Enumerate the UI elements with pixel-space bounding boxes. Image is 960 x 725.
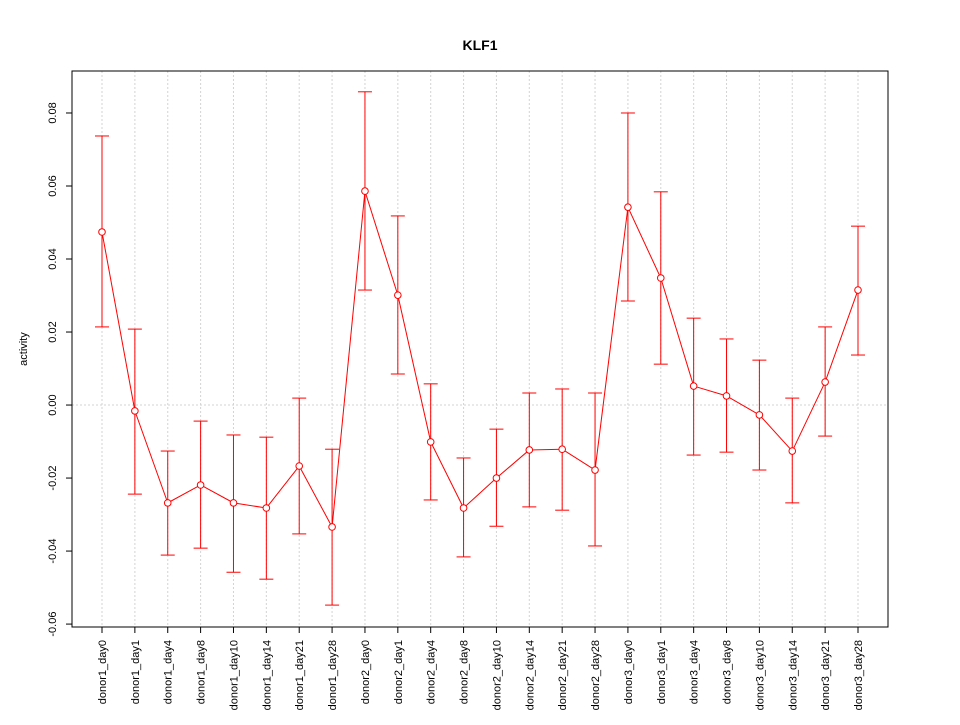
data-point [131, 407, 139, 415]
series-segment [101, 231, 136, 411]
x-tick-label: donor2_day28 [590, 640, 602, 710]
x-tick-label: donor2_day10 [491, 640, 503, 710]
series-segment [397, 295, 432, 443]
data-point [163, 499, 172, 507]
x-tick-label: donor2_day21 [557, 640, 569, 710]
x-tick-label: donor2_day0 [360, 640, 372, 704]
x-tick-label: donor1_day8 [196, 640, 208, 704]
data-point [98, 228, 106, 236]
x-tick-label: donor1_day10 [228, 640, 240, 710]
plot-frame [71, 70, 889, 628]
series-segment [430, 441, 465, 509]
series-segment [529, 448, 563, 451]
series-segment [200, 484, 234, 504]
x-tick-label: donor1_day21 [294, 640, 306, 710]
data-point [821, 378, 829, 386]
data-point [591, 466, 599, 474]
data-point [229, 499, 238, 507]
data-point [558, 445, 566, 454]
series-segment [167, 484, 201, 504]
series-segment [364, 190, 399, 296]
x-tick-label: donor3_day14 [787, 640, 799, 710]
marks [95, 91, 865, 606]
data-point [328, 523, 336, 531]
series-segment [265, 465, 300, 509]
data-point [295, 462, 304, 470]
x-tick-label: donor3_day4 [689, 640, 701, 704]
series-segment [693, 385, 727, 397]
series-segment [759, 414, 793, 452]
x-tick-label: donor3_day10 [754, 640, 766, 710]
x-tick-label: donor1_day0 [97, 640, 109, 704]
x-tick-label: donor1_day1 [130, 640, 142, 704]
grid [72, 71, 888, 627]
series-segment [627, 206, 662, 279]
y-tick-label: 0.06 [47, 175, 59, 196]
x-tick-label: donor1_day28 [327, 640, 339, 710]
data-point [459, 504, 468, 512]
series-segment [463, 477, 497, 509]
y-tick-label: -0.04 [47, 539, 59, 564]
data-point [656, 274, 665, 282]
series-segment [233, 502, 267, 509]
data-point [624, 203, 632, 211]
series-segment [298, 465, 333, 528]
series-segment [594, 207, 629, 471]
x-tick-label: donor3_day0 [623, 640, 635, 704]
y-tick-label: -0.06 [47, 612, 59, 637]
x-tick-label: donor1_day14 [261, 640, 273, 710]
x-tick-label: donor3_day21 [820, 640, 832, 710]
data-point [361, 187, 369, 195]
y-tick-label: 0.08 [47, 102, 59, 123]
data-point [689, 382, 698, 390]
x-tick-label: donor2_day4 [426, 640, 438, 704]
series-segment [660, 277, 695, 387]
x-tick-label: donor1_day4 [163, 640, 175, 704]
y-tick-label: -0.02 [47, 466, 59, 491]
x-tick-label: donor3_day28 [853, 640, 865, 710]
data-point [262, 504, 271, 512]
data-point [426, 438, 435, 446]
x-tick-label: donor2_day1 [393, 640, 405, 704]
x-tick-label: donor2_day8 [459, 640, 471, 704]
y-tick-label: 0.04 [47, 248, 59, 269]
y-tick-label: 0.02 [47, 321, 59, 342]
series-segment [726, 395, 760, 416]
series-segment [331, 191, 366, 528]
data-point [854, 286, 862, 294]
x-tick-label: donor3_day8 [722, 640, 734, 704]
series-segment [791, 381, 826, 452]
series-segment [561, 448, 596, 471]
data-point [394, 291, 402, 299]
series-segment [496, 449, 530, 479]
data-point [722, 392, 731, 400]
data-point [196, 481, 205, 489]
axes: -0.06 -0.04 -0.02 0.00 0.02 0.04 0.06 0.08 donor… [47, 102, 865, 710]
y-tick-label: 0.00 [47, 394, 59, 415]
x-tick-label: donor3_day1 [656, 640, 668, 704]
data-point [492, 474, 501, 482]
chart-title: KLF1 [463, 37, 498, 53]
x-tick-label: donor2_day14 [524, 640, 536, 710]
y-axis-label: activity [18, 332, 30, 366]
series-segment [824, 289, 859, 383]
data-point [755, 411, 764, 419]
data-point [788, 447, 797, 455]
data-point [525, 446, 534, 454]
series-segment [134, 410, 169, 504]
